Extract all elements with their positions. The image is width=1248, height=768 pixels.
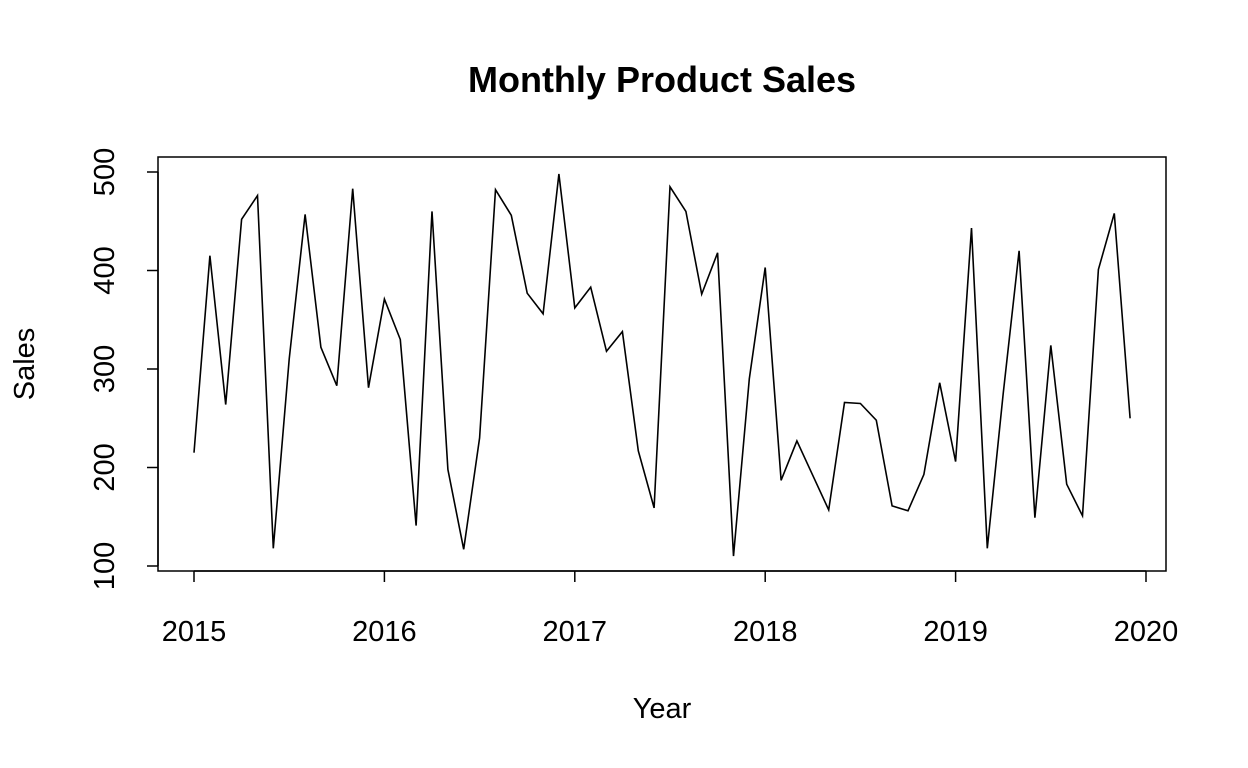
- x-tick-label: 2017: [543, 616, 608, 648]
- y-tick-label: 500: [89, 148, 121, 196]
- x-tick-label: 2020: [1114, 616, 1179, 648]
- x-tick-label: 2016: [352, 616, 417, 648]
- x-axis: 2015 2016 2017 2018 2019 2020: [162, 570, 1179, 648]
- y-tick-label: 100: [89, 542, 121, 590]
- x-tick-label: 2015: [162, 616, 227, 648]
- x-tick-label: 2018: [733, 616, 798, 648]
- chart-title: Monthly Product Sales: [468, 59, 856, 100]
- y-axis-label: Sales: [9, 328, 41, 401]
- y-tick-label: 300: [89, 345, 121, 393]
- y-axis: 100 200 300 400 500: [89, 148, 159, 590]
- y-tick-label: 400: [89, 246, 121, 294]
- y-tick-label: 200: [89, 443, 121, 491]
- x-tick-label: 2019: [923, 616, 988, 648]
- x-axis-label: Year: [633, 693, 692, 725]
- series-points: [194, 174, 1130, 556]
- series-line-sales: [193, 173, 1131, 557]
